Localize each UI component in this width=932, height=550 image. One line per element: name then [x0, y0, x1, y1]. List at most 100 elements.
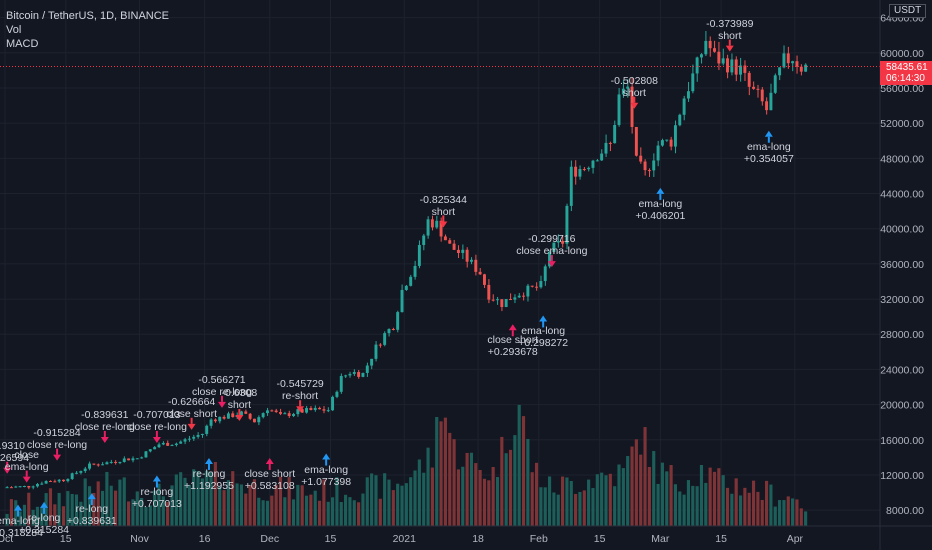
signal-annotation-line: +0.707013 — [131, 497, 182, 510]
candle-body — [478, 271, 482, 275]
candle-body — [487, 284, 491, 300]
candle-body — [118, 462, 122, 464]
signal-arrow-icon — [235, 415, 244, 422]
volume-bar — [105, 471, 109, 526]
candle-body — [496, 299, 499, 301]
candle-body — [752, 86, 756, 89]
volume-bar — [348, 497, 352, 526]
candle-body — [726, 58, 729, 73]
signal-annotation-line: +0.406201 — [635, 209, 686, 222]
candle-body — [287, 413, 291, 416]
volume-bar — [448, 432, 452, 526]
volume-bar — [639, 454, 643, 526]
candle-body — [331, 396, 335, 411]
volume-bar — [461, 466, 465, 526]
volume-bar — [669, 465, 673, 526]
volume-bar — [87, 486, 92, 526]
volume-bar — [352, 500, 356, 526]
candle-body — [582, 169, 586, 171]
candle-body — [9, 487, 13, 489]
volume-bar — [517, 404, 521, 526]
volume-bar — [608, 473, 612, 526]
volume-bar — [465, 452, 469, 526]
signal-arrow-icon — [539, 315, 548, 322]
signal-annotation-line: -0.299716 — [528, 233, 576, 246]
volume-bar — [656, 483, 660, 526]
candle-body — [40, 483, 44, 485]
candle-body — [795, 61, 799, 67]
candle-body — [713, 48, 716, 52]
signal-arrow-icon — [265, 457, 274, 464]
volume-bar — [556, 494, 560, 526]
volume-bar — [183, 477, 187, 526]
signal-arrow-icon — [87, 493, 96, 500]
volume-bar — [773, 506, 777, 526]
volume-bar — [469, 452, 474, 526]
candle-body — [57, 479, 61, 482]
candle-body — [83, 468, 87, 472]
candle-body — [370, 358, 374, 366]
volume-bar — [265, 500, 270, 526]
volume-bar — [391, 490, 395, 526]
signal-arrow-icon — [204, 457, 213, 464]
volume-bar — [66, 491, 70, 526]
signal-arrow-icon — [14, 504, 23, 511]
symbol-title[interactable]: Bitcoin / TetherUS, 1D, BINANCE — [6, 10, 170, 22]
volume-bar — [452, 439, 456, 526]
candle-body — [791, 61, 795, 64]
candle-body — [122, 458, 126, 463]
candle-body — [413, 265, 417, 277]
volume-bar — [760, 499, 764, 526]
time-tick-label: Mar — [651, 533, 670, 545]
volume-bar — [652, 451, 656, 526]
candle-body — [270, 410, 274, 412]
signal-annotation: -0.502808 short — [611, 75, 658, 99]
candle-body — [313, 407, 317, 410]
volume-bar — [439, 421, 443, 526]
candle-body — [721, 58, 725, 64]
signal-arrow-icon — [40, 501, 49, 508]
volume-bar — [283, 497, 287, 526]
volume-bar — [153, 490, 157, 526]
time-tick-label: Nov — [130, 533, 149, 545]
candle-body — [504, 299, 508, 308]
volume-bar — [712, 471, 717, 526]
volume-bar — [261, 500, 265, 526]
time-tick-label: Oct — [0, 533, 13, 545]
volume-bar — [456, 469, 460, 526]
volume-bar — [417, 459, 421, 526]
volume-bar — [365, 477, 369, 526]
volume-indicator-label[interactable]: Vol — [6, 24, 22, 36]
volume-bar — [478, 469, 482, 526]
volume-bar — [109, 485, 113, 526]
volume-bar — [361, 493, 365, 526]
signal-annotation-line: -0.6308 — [221, 387, 258, 400]
signal-annotation-line: -0.566271 — [198, 373, 246, 386]
candle-body — [44, 480, 48, 484]
candle-body — [383, 333, 387, 345]
candle-body — [556, 240, 560, 243]
candle-body — [669, 139, 673, 147]
candle-body — [608, 142, 612, 144]
time-tick-label: 2021 — [393, 533, 417, 545]
volume-bar — [5, 513, 9, 526]
signal-annotation: close short +0.293678 — [487, 334, 538, 358]
volume-bar — [786, 496, 790, 526]
signal-annotation-line: +0.298272 — [518, 337, 569, 350]
candle-body — [300, 409, 304, 413]
candle-body — [443, 236, 447, 241]
candle-body — [144, 451, 148, 458]
countdown-timer: 06:14:30 — [886, 72, 925, 84]
volume-bar — [578, 491, 582, 526]
macd-indicator-label[interactable]: MACD — [6, 38, 39, 50]
candle-body — [643, 161, 647, 171]
volume-bar — [196, 470, 200, 526]
candle-body — [543, 266, 547, 282]
signal-annotation: -0.545729 re-short — [276, 378, 323, 402]
currency-badge[interactable]: USDT — [889, 4, 927, 18]
volume-bar — [647, 466, 651, 526]
time-tick-label: Dec — [260, 533, 279, 545]
candle-body — [552, 242, 556, 252]
